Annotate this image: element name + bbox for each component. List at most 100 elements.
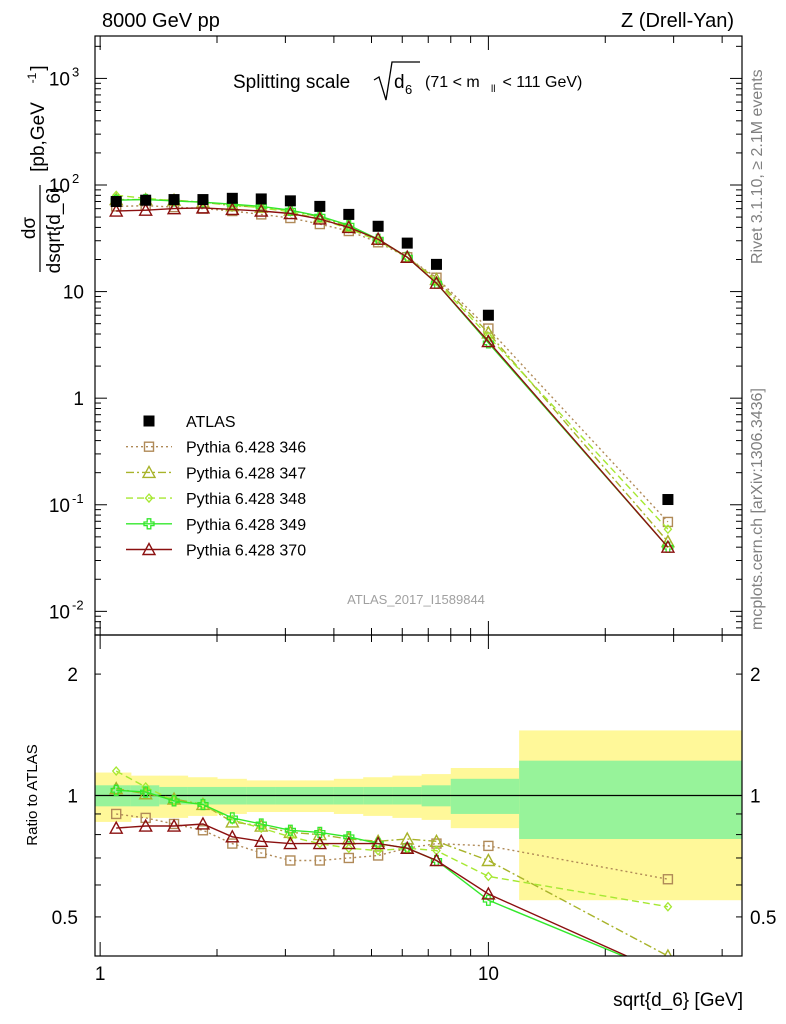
- main-p370-point: [312, 211, 328, 225]
- ylabel-unit: [pb,GeV: [28, 102, 49, 172]
- legend-item-p347: Pythia 6.428 347: [126, 464, 306, 482]
- ratio-p370-point: [254, 833, 269, 847]
- ratio-p346-point: [285, 855, 296, 866]
- main-atlas-point: [401, 237, 413, 249]
- ratio-p349-point: [226, 812, 238, 824]
- ratio-p370-point: [481, 886, 496, 900]
- legend-label: Pythia 6.428 347: [186, 465, 306, 482]
- main-ytick-label: 10: [49, 602, 70, 623]
- main-p370-point: [195, 200, 211, 214]
- legend-item-p348: Pythia 6.428 348: [126, 491, 306, 508]
- ylabel-unit-end: ]: [28, 65, 49, 70]
- title-range: (71 < m: [425, 74, 480, 91]
- ratio-p347-point: [481, 853, 496, 867]
- ratio-p347-line: [116, 787, 669, 956]
- ratio-p349-point: [110, 784, 122, 796]
- main-ytick-label-exp: -2: [72, 597, 84, 612]
- ratio-ytick-label-right: 1: [750, 787, 761, 808]
- legend-label: Pythia 6.428 370: [186, 543, 306, 560]
- ratio-p370-point: [283, 836, 298, 850]
- legend: ATLAS Pythia 6.428 346 Pythia 6.428 347 Pyt…: [126, 414, 306, 560]
- main-ytick-label-exp: -1: [72, 491, 84, 506]
- ratio-p349-point: [314, 826, 326, 839]
- analysis-watermark: ATLAS_2017_I1589844: [347, 592, 485, 607]
- main-atlas-point: [662, 494, 674, 506]
- main-atlas-point: [226, 192, 238, 204]
- ratio-p370-point: [370, 836, 386, 850]
- main-p346-point: [662, 516, 674, 528]
- legend-marker: [141, 542, 157, 556]
- main-series-group: [109, 190, 676, 553]
- main-p370-point: [660, 539, 676, 553]
- title-main: Splitting scale: [233, 72, 350, 93]
- legend-label: ATLAS: [186, 414, 236, 431]
- main-ytick-label-exp: 3: [72, 64, 79, 79]
- main-p370-point: [481, 334, 496, 348]
- main-ytick-label: 10: [49, 496, 70, 517]
- main-ytick-label: 1: [73, 389, 84, 410]
- ratio-p346-point: [483, 840, 494, 852]
- ratio-p348-point: [141, 781, 151, 792]
- legend-item-p346: Pythia 6.428 346: [126, 440, 306, 457]
- title-range-end: < 111 GeV): [498, 74, 582, 91]
- ratio-p370-point: [138, 818, 153, 832]
- legend-marker: [144, 493, 154, 504]
- uncertainty-band-inner: [450, 778, 520, 814]
- ratio-p346-point: [256, 847, 267, 859]
- ratio-p370-point: [341, 836, 356, 850]
- ratio-p370-point: [400, 840, 415, 854]
- uncertainty-band-inner: [519, 760, 742, 840]
- ratio-p348-point: [111, 766, 121, 777]
- main-atlas-point: [140, 194, 152, 206]
- ratio-p346-point: [111, 808, 122, 820]
- ratio-p349-point: [168, 795, 180, 807]
- main-ytick-label: 10: [63, 283, 84, 304]
- xtick-label: 10: [478, 964, 499, 985]
- title-var: d: [394, 72, 405, 93]
- ratio-p346-point: [140, 812, 151, 824]
- ratio-p370-point: [166, 818, 182, 832]
- main-p370-line: [116, 207, 669, 548]
- main-p349-point: [314, 210, 326, 222]
- ratio-ylabel: Ratio to ATLAS: [24, 744, 41, 845]
- ratio-ytick-label-left: 0.5: [52, 908, 78, 929]
- main-p370-point: [283, 206, 298, 220]
- main-p370-point: [166, 201, 182, 215]
- ratio-ytick-label-left: 1: [67, 787, 78, 808]
- main-p370-point: [225, 201, 240, 216]
- ratio-panel: 0.5 0.5 1 1 2 2 1 10: [52, 634, 776, 985]
- main-p348-point: [663, 524, 673, 535]
- xtick-label: 1: [95, 964, 106, 985]
- main-p370-point: [400, 249, 415, 263]
- main-p370-point: [429, 275, 444, 289]
- main-p349-point: [284, 204, 297, 216]
- ylabel-unit-sup: -1: [25, 72, 39, 83]
- legend-marker: [143, 441, 155, 452]
- main-atlas-point: [110, 196, 122, 208]
- main-ytick-label: 10: [49, 69, 70, 90]
- title-range-sub: ll: [491, 84, 495, 95]
- main-p349-point: [482, 337, 495, 349]
- ratio-p346-point: [227, 838, 238, 849]
- sqrt-symbol: [373, 61, 420, 101]
- legend-marker: [143, 415, 155, 427]
- legend-label: Pythia 6.428 346: [186, 440, 306, 457]
- main-atlas-point: [197, 194, 209, 206]
- ratio-p346-point: [662, 874, 674, 885]
- ratio-p370-point: [225, 829, 240, 843]
- main-p370-point: [109, 203, 124, 217]
- ratio-ytick-label-right: 2: [750, 665, 761, 686]
- main-atlas-point: [168, 194, 180, 206]
- main-p348-line: [116, 194, 669, 530]
- ratio-p370-point: [109, 820, 124, 834]
- main-atlas-point: [372, 220, 384, 232]
- legend-marker: [143, 518, 155, 530]
- main-atlas-point: [482, 309, 494, 321]
- ylabel-denominator: dsqrt{d_6}: [44, 187, 65, 274]
- ratio-ytick-label-left: 2: [67, 665, 78, 686]
- header-left: 8000 GeV pp: [102, 10, 220, 32]
- ratio-series-group: [109, 766, 674, 956]
- ratio-p370-point: [312, 836, 328, 850]
